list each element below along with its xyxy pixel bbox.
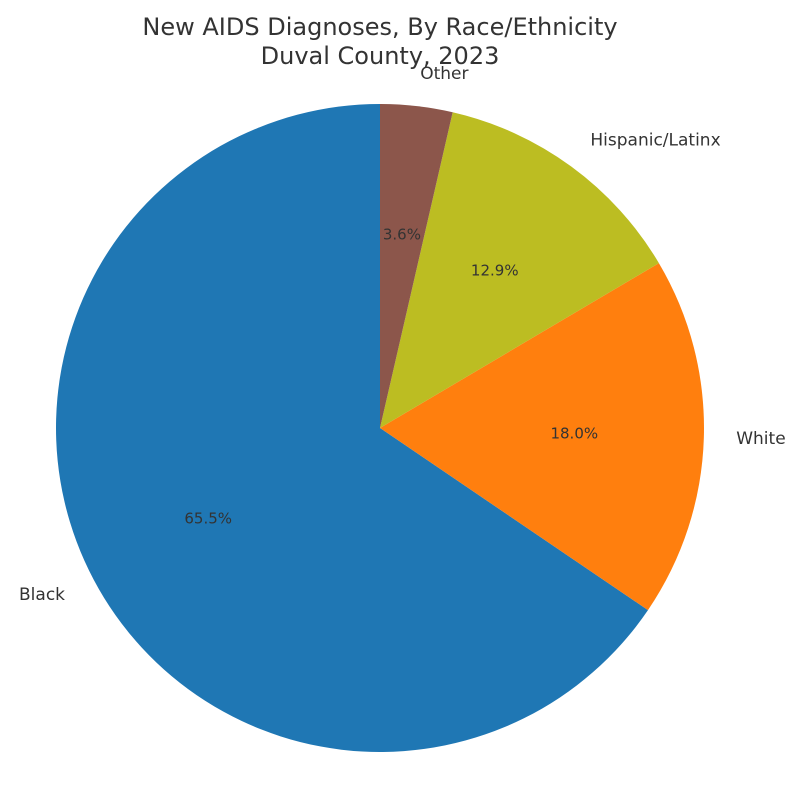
slice-label: Hispanic/Latinx	[590, 130, 720, 150]
slice-label: Other	[420, 64, 468, 84]
slice-label: White	[736, 429, 785, 449]
value-label: 65.5%	[184, 509, 232, 527]
pie-slice	[380, 104, 453, 428]
pie-slice	[380, 112, 659, 428]
pie-slice	[55, 104, 648, 753]
value-label: 3.6%	[383, 225, 421, 243]
value-label: 18.0%	[550, 425, 598, 443]
value-label: 12.9%	[471, 262, 519, 280]
pie-slice	[380, 263, 704, 611]
slice-label: Black	[19, 585, 65, 605]
chart-title: New AIDS Diagnoses, By Race/Ethnicity Duv…	[142, 13, 617, 70]
